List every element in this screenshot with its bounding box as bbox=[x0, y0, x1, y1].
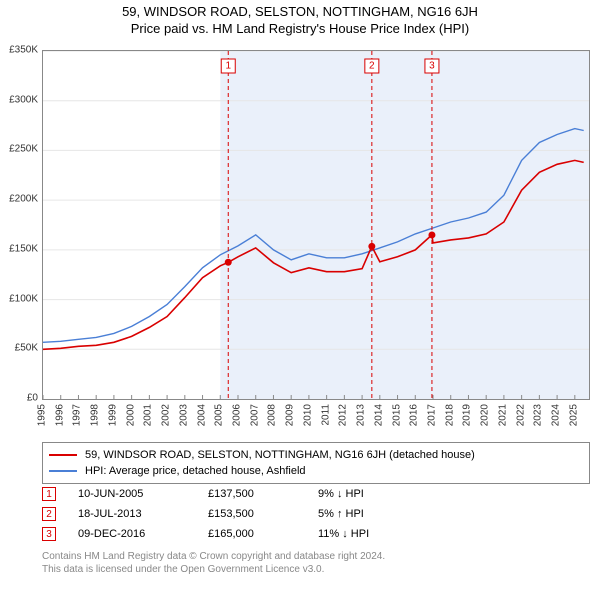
svg-text:3: 3 bbox=[429, 61, 435, 72]
x-tick-label: 2020 bbox=[480, 404, 491, 426]
x-tick-label: 1997 bbox=[72, 404, 83, 426]
transaction-delta: 5% ↑ HPI bbox=[318, 508, 438, 520]
legend-label-hpi: HPI: Average price, detached house, Ashf… bbox=[85, 463, 306, 479]
footer-line-1: Contains HM Land Registry data © Crown c… bbox=[42, 550, 385, 563]
legend-item-hpi: HPI: Average price, detached house, Ashf… bbox=[49, 463, 583, 479]
x-tick-label: 2015 bbox=[391, 404, 402, 426]
x-tick-label: 2012 bbox=[338, 404, 349, 426]
y-axis-labels: £0£50K£100K£150K£200K£250K£300K£350K bbox=[0, 50, 40, 400]
plot-area: 1 2 3 bbox=[42, 50, 590, 400]
x-tick-label: 2021 bbox=[497, 404, 508, 426]
x-axis-labels: 1995199619971998199920002001200220032004… bbox=[42, 404, 590, 442]
x-tick-label: 2011 bbox=[320, 404, 331, 426]
transaction-delta: 9% ↓ HPI bbox=[318, 488, 438, 500]
x-tick-label: 1999 bbox=[107, 404, 118, 426]
transaction-row: 2 18-JUL-2013£153,5005% ↑ HPI bbox=[42, 504, 590, 524]
transaction-delta: 11% ↓ HPI bbox=[318, 528, 438, 540]
chart-title-address: 59, WINDSOR ROAD, SELSTON, NOTTINGHAM, N… bbox=[0, 4, 600, 19]
transaction-marker-1: 1 bbox=[42, 487, 56, 501]
legend-label-price: 59, WINDSOR ROAD, SELSTON, NOTTINGHAM, N… bbox=[85, 447, 475, 463]
transaction-price: £165,000 bbox=[208, 528, 318, 540]
x-tick-label: 2014 bbox=[373, 404, 384, 426]
x-tick-label: 2024 bbox=[551, 404, 562, 426]
x-tick-label: 2019 bbox=[462, 404, 473, 426]
y-tick-label: £50K bbox=[15, 343, 38, 354]
x-tick-label: 2002 bbox=[161, 404, 172, 426]
transaction-price: £137,500 bbox=[208, 488, 318, 500]
x-tick-label: 2022 bbox=[515, 404, 526, 426]
y-tick-label: £300K bbox=[9, 94, 38, 105]
chart-titles: 59, WINDSOR ROAD, SELSTON, NOTTINGHAM, N… bbox=[0, 0, 600, 36]
x-tick-label: 1996 bbox=[54, 404, 65, 426]
x-tick-label: 2018 bbox=[444, 404, 455, 426]
transaction-price: £153,500 bbox=[208, 508, 318, 520]
y-tick-label: £350K bbox=[9, 45, 38, 56]
x-tick-label: 2010 bbox=[302, 404, 313, 426]
transaction-marker-2: 2 bbox=[42, 507, 56, 521]
legend-item-price: 59, WINDSOR ROAD, SELSTON, NOTTINGHAM, N… bbox=[49, 447, 583, 463]
y-tick-label: £200K bbox=[9, 194, 38, 205]
x-tick-label: 2006 bbox=[232, 404, 243, 426]
y-tick-label: £250K bbox=[9, 144, 38, 155]
chart-container: 59, WINDSOR ROAD, SELSTON, NOTTINGHAM, N… bbox=[0, 0, 600, 590]
x-tick-label: 2003 bbox=[178, 404, 189, 426]
x-tick-label: 1995 bbox=[37, 404, 48, 426]
x-tick-label: 2017 bbox=[427, 404, 438, 426]
svg-text:2: 2 bbox=[369, 61, 375, 72]
transaction-date: 18-JUL-2013 bbox=[78, 508, 208, 520]
transaction-date: 10-JUN-2005 bbox=[78, 488, 208, 500]
x-tick-label: 2000 bbox=[125, 404, 136, 426]
transaction-marker-3: 3 bbox=[42, 527, 56, 541]
y-tick-label: £100K bbox=[9, 293, 38, 304]
x-tick-label: 2013 bbox=[356, 404, 367, 426]
y-tick-label: £150K bbox=[9, 243, 38, 254]
chart-svg: 1 2 3 bbox=[43, 51, 589, 399]
x-tick-label: 2008 bbox=[267, 404, 278, 426]
x-tick-label: 2025 bbox=[568, 404, 579, 426]
legend: 59, WINDSOR ROAD, SELSTON, NOTTINGHAM, N… bbox=[42, 442, 590, 484]
legend-swatch-hpi bbox=[49, 470, 77, 472]
transaction-table: 1 10-JUN-2005£137,5009% ↓ HPI 2 18-JUL-2013… bbox=[42, 484, 590, 544]
x-tick-label: 2023 bbox=[533, 404, 544, 426]
transaction-row: 1 10-JUN-2005£137,5009% ↓ HPI bbox=[42, 484, 590, 504]
footer: Contains HM Land Registry data © Crown c… bbox=[42, 550, 385, 576]
y-tick-label: £0 bbox=[27, 393, 38, 404]
x-tick-label: 2001 bbox=[143, 404, 154, 426]
x-tick-label: 2004 bbox=[196, 404, 207, 426]
transaction-date: 09-DEC-2016 bbox=[78, 528, 208, 540]
svg-text:1: 1 bbox=[225, 61, 231, 72]
x-tick-label: 2005 bbox=[214, 404, 225, 426]
x-tick-label: 1998 bbox=[90, 404, 101, 426]
chart-title-sub: Price paid vs. HM Land Registry's House … bbox=[0, 21, 600, 36]
legend-swatch-price bbox=[49, 454, 77, 456]
x-tick-label: 2007 bbox=[249, 404, 260, 426]
transaction-row: 3 09-DEC-2016£165,00011% ↓ HPI bbox=[42, 524, 590, 544]
footer-line-2: This data is licensed under the Open Gov… bbox=[42, 563, 385, 576]
x-tick-label: 2009 bbox=[285, 404, 296, 426]
x-tick-label: 2016 bbox=[409, 404, 420, 426]
